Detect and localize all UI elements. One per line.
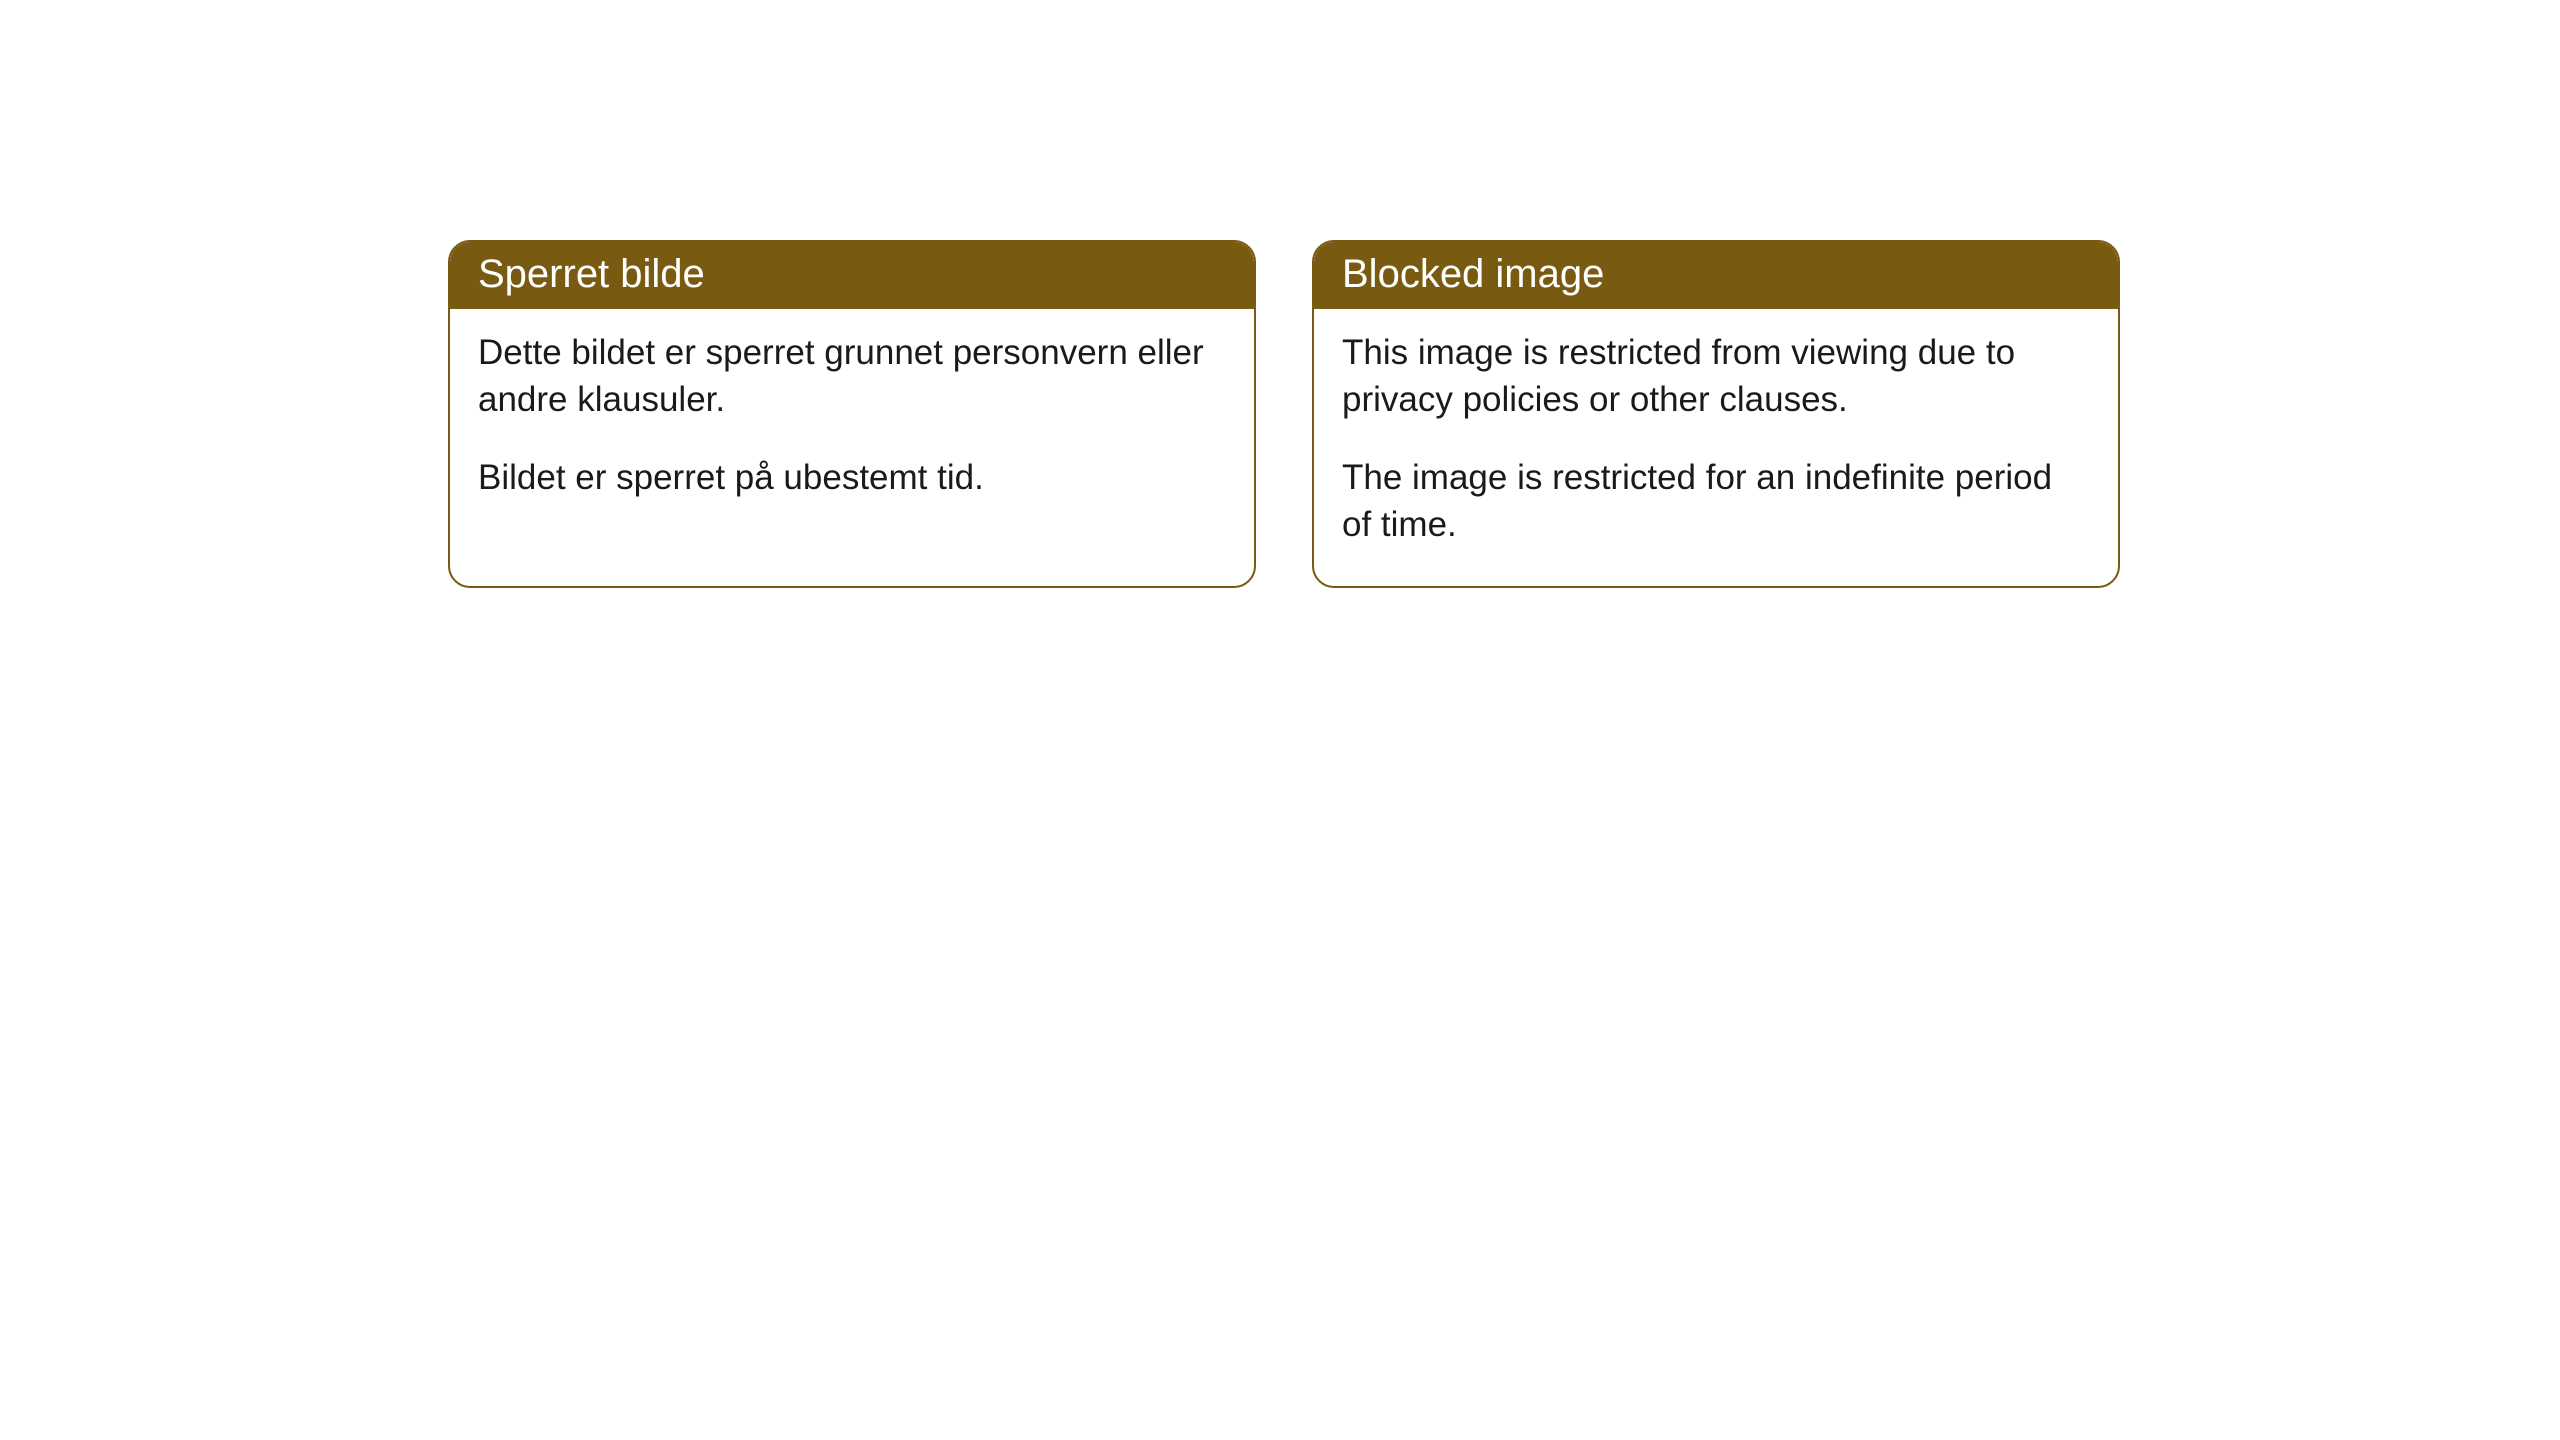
notice-card-norwegian: Sperret bilde Dette bildet er sperret gr…	[448, 240, 1256, 588]
card-paragraph: Bildet er sperret på ubestemt tid.	[478, 454, 1226, 501]
notice-card-english: Blocked image This image is restricted f…	[1312, 240, 2120, 588]
card-header: Blocked image	[1314, 242, 2118, 309]
card-title: Blocked image	[1342, 252, 1604, 296]
card-paragraph: The image is restricted for an indefinit…	[1342, 454, 2090, 549]
card-paragraph: Dette bildet er sperret grunnet personve…	[478, 329, 1226, 424]
card-paragraph: This image is restricted from viewing du…	[1342, 329, 2090, 424]
card-header: Sperret bilde	[450, 242, 1254, 309]
card-title: Sperret bilde	[478, 252, 705, 296]
card-body: This image is restricted from viewing du…	[1314, 309, 2118, 586]
notice-container: Sperret bilde Dette bildet er sperret gr…	[448, 240, 2120, 588]
card-body: Dette bildet er sperret grunnet personve…	[450, 309, 1254, 539]
